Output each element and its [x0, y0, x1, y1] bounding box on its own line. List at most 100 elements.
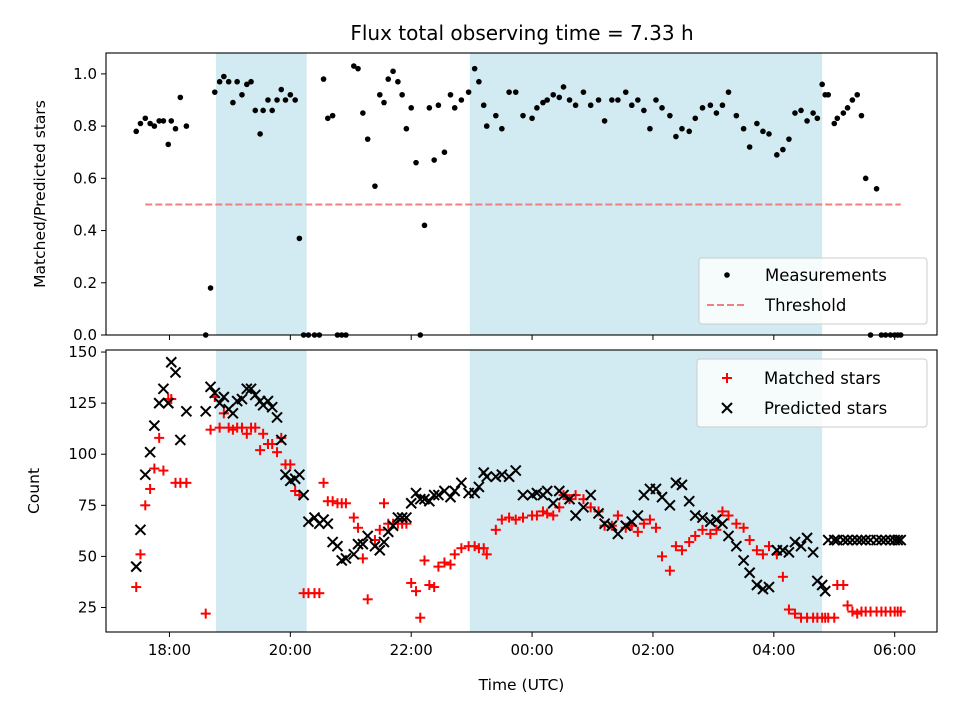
- matched-star-point: [744, 535, 755, 546]
- predicted-star-point: [743, 567, 756, 579]
- matched-star-point: [411, 586, 422, 597]
- measurement-point: [572, 102, 579, 109]
- measurement-point: [556, 94, 563, 101]
- matched-star-point: [690, 530, 701, 541]
- matched-star-point: [510, 514, 521, 525]
- measurement-point: [840, 110, 847, 116]
- matched-star-point: [531, 510, 542, 521]
- matched-star-point: [717, 506, 728, 517]
- legend-plus-glyph: [722, 373, 732, 383]
- matched-star-point: [612, 510, 623, 521]
- matched-star-point: [415, 612, 426, 623]
- predicted-star-point: [895, 534, 907, 546]
- matched-star-point: [757, 549, 768, 560]
- measurement-point: [673, 133, 679, 140]
- top-legend: Measurements Threshold: [698, 257, 928, 325]
- matched-star-point: [449, 549, 460, 560]
- x-tick-label: 02:00: [631, 641, 674, 659]
- bottom-axes-frame: [105, 349, 938, 633]
- measurement-point: [746, 144, 753, 150]
- measurement-point: [653, 97, 659, 103]
- measurement-point: [160, 118, 167, 124]
- predicted-star-point: [584, 489, 597, 501]
- shaded-region-top-0: [215, 53, 307, 335]
- matched-star-point: [548, 510, 559, 521]
- matched-star-point: [236, 422, 247, 433]
- predicted-star-point: [828, 534, 840, 546]
- matched-star-point: [670, 541, 681, 552]
- predicted-star-point: [859, 534, 872, 546]
- measurement-point: [447, 91, 454, 98]
- predicted-star-point: [716, 517, 729, 530]
- predicted-star-point: [531, 487, 543, 499]
- predicted-star-point: [130, 560, 142, 573]
- measurement-point: [544, 97, 550, 103]
- matched-star-point: [362, 594, 373, 605]
- predicted-star-point: [620, 520, 632, 532]
- measurement-point: [274, 97, 280, 103]
- top-panel: 0.0 0.2 0.4 0.6 0.8 1.0 Matched/Predicted sta…: [31, 52, 938, 344]
- measurement-point: [458, 97, 465, 103]
- measurement-point: [587, 102, 594, 109]
- y-tick-label-top: 0.4: [73, 222, 97, 240]
- predicted-star-point: [789, 536, 801, 548]
- predicted-star-point: [819, 585, 831, 597]
- matched-star-point: [490, 524, 501, 535]
- bottom-y-axis-label: Count: [25, 468, 43, 514]
- predicted-star-point: [757, 583, 769, 595]
- predicted-star-point: [496, 468, 508, 481]
- predicted-star-point: [271, 411, 283, 424]
- matched-star-point: [684, 537, 695, 548]
- measurement-point: [287, 91, 294, 98]
- predicted-star-point: [428, 489, 440, 501]
- measurement-point: [798, 107, 804, 114]
- predicted-star-point: [807, 546, 819, 559]
- predicted-stars-points: [130, 356, 907, 597]
- predicted-star-point: [410, 487, 422, 499]
- predicted-star-point: [245, 383, 257, 395]
- predicted-star-point: [816, 579, 828, 591]
- matched-star-point: [149, 463, 160, 474]
- measurement-point: [269, 107, 276, 114]
- measurements-points: [133, 63, 904, 338]
- measurement-point: [774, 152, 780, 158]
- bottom-panel: 25 50 75 100 125 150 18:00 20:00 22:00 00:00 02:0…: [25, 343, 938, 694]
- measurement-point: [426, 105, 433, 111]
- matched-star-point: [585, 502, 596, 513]
- predicted-star-point: [169, 366, 182, 379]
- predicted-star-point: [632, 509, 644, 522]
- measurement-point: [451, 105, 458, 111]
- predicted-star-point: [396, 511, 408, 524]
- matched-star-point: [838, 580, 849, 590]
- y-tick-label-top: 0.8: [73, 117, 97, 135]
- measurement-point: [221, 73, 227, 80]
- measurement-point: [622, 89, 629, 95]
- matched-star-point: [241, 428, 252, 439]
- measurement-point: [647, 125, 653, 132]
- measurement-point: [480, 102, 487, 109]
- measurement-point: [707, 102, 714, 109]
- matched-star-point: [357, 553, 368, 564]
- measurement-point: [786, 136, 792, 142]
- measurement-point: [244, 81, 250, 88]
- measurement-point: [858, 112, 865, 119]
- matched-star-point: [895, 606, 906, 617]
- measurement-point: [211, 89, 218, 95]
- measurement-point: [529, 115, 535, 122]
- measurement-point: [168, 118, 175, 124]
- matched-star-point: [433, 561, 444, 572]
- measurement-point: [713, 110, 720, 116]
- bottom-y-ticks: 25 50 75 100 125 150: [68, 343, 106, 616]
- predicted-star-point: [737, 554, 750, 567]
- measurement-point: [137, 120, 144, 127]
- matched-star-point: [314, 588, 325, 599]
- legend-predicted-marker: [721, 402, 733, 414]
- y-tick-label-bottom: 25: [78, 598, 97, 616]
- predicted-star-point: [352, 538, 364, 550]
- measurement-point: [476, 78, 482, 85]
- measurement-point: [172, 125, 179, 132]
- measurement-point: [234, 78, 240, 85]
- measurement-point: [165, 141, 172, 148]
- measurement-point: [862, 175, 869, 182]
- predicted-star-point: [148, 419, 161, 432]
